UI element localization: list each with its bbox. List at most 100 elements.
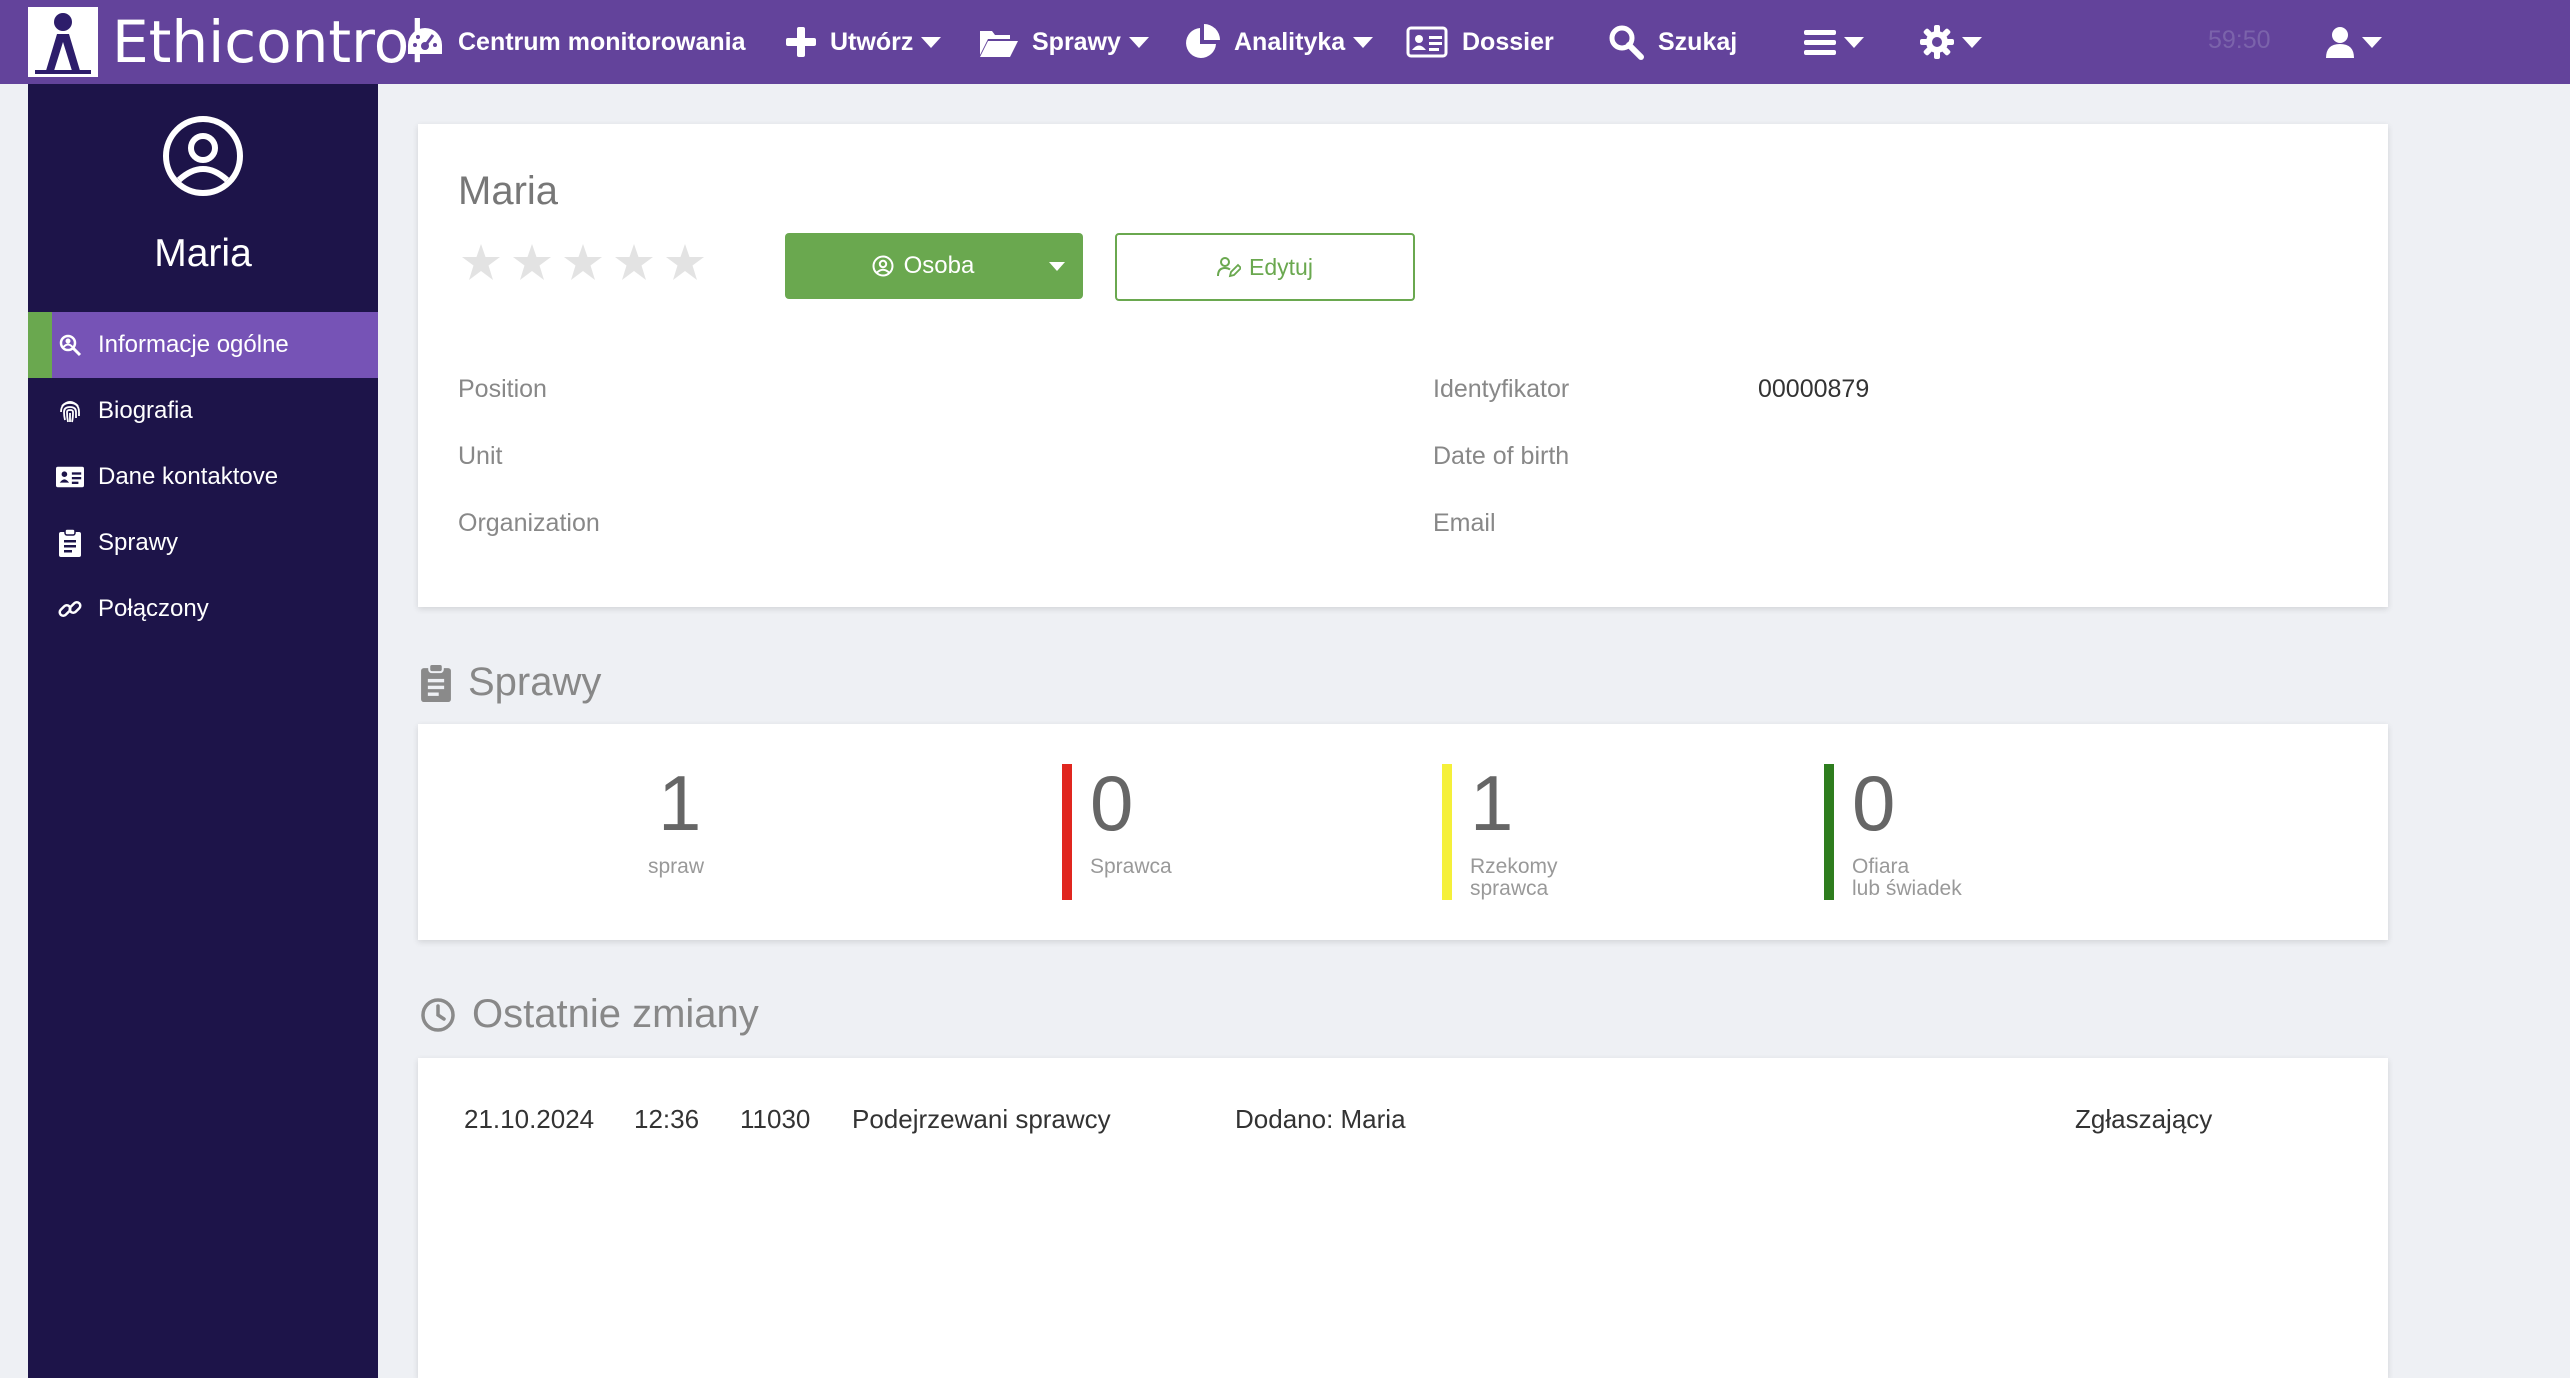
pie-chart-icon (1186, 24, 1220, 58)
organization-label: Organization (458, 509, 600, 537)
star-icon[interactable] (513, 244, 551, 280)
page-title: Maria (458, 169, 559, 213)
recent-changes-label: Ostatnie zmiany (472, 992, 759, 1036)
nav-dossier[interactable]: Dossier (1406, 0, 1554, 84)
nav-search-label: Szukaj (1658, 27, 1738, 56)
star-icon[interactable] (564, 244, 602, 280)
sidebar-item-linked[interactable]: Połączony (28, 576, 378, 642)
chevron-down-icon (921, 36, 942, 48)
identifier-label: Identyfikator (1433, 375, 1570, 403)
search-user-icon (56, 333, 84, 357)
identifier-value: 00000879 (1758, 375, 1870, 403)
unit-label: Unit (458, 442, 503, 470)
nav-create[interactable]: Utwórz (786, 0, 942, 84)
chevron-down-icon (1962, 36, 1982, 48)
cases-section-title: Sprawy (420, 660, 601, 705)
sidebar-item-general-info[interactable]: Informacje ogólne (28, 312, 378, 378)
star-icon[interactable] (462, 244, 500, 280)
nav-monitoring-label: Centrum monitorowania (458, 27, 746, 56)
star-rating[interactable] (462, 244, 704, 280)
dashboard-gauge-icon (408, 28, 442, 54)
plus-icon (786, 27, 816, 57)
chevron-down-icon (2362, 36, 2382, 48)
dob-label: Date of birth (1433, 442, 1570, 470)
nav-settings[interactable] (1920, 0, 1982, 84)
change-action: Dodano: Maria (1235, 1104, 1406, 1134)
nav-cases[interactable]: Sprawy (978, 0, 1149, 84)
chevron-down-icon (1353, 36, 1374, 48)
clock-icon (421, 997, 455, 1032)
star-icon[interactable] (666, 244, 704, 280)
sidebar-item-label: Połączony (98, 595, 209, 622)
ethicontrol-logo-icon (28, 7, 98, 77)
person-type-label: Osoba (903, 252, 975, 279)
sidebar-person-name: Maria (154, 232, 252, 275)
alleged-perpetrator-color-bar (1442, 764, 1452, 900)
brand-name: Ethicontrol (112, 8, 426, 76)
nav-search[interactable]: Szukaj (1608, 0, 1737, 84)
change-role: Zgłaszający (2075, 1104, 2213, 1134)
nav-analytics[interactable]: Analityka (1184, 0, 1374, 84)
top-navbar: Ethicontrol Centrum monitorowania Utwórz… (0, 0, 2570, 84)
fingerprint-icon (56, 398, 84, 424)
sidebar-item-biography[interactable]: Biografia (28, 378, 378, 444)
nav-cases-label: Sprawy (1032, 27, 1121, 56)
nav-menu[interactable] (1804, 0, 1864, 84)
person-type-button[interactable]: Osoba (785, 233, 1083, 299)
nav-create-label: Utwórz (830, 27, 914, 56)
sidebar-item-contact[interactable]: Dane kontaktove (28, 444, 378, 510)
chevron-down-icon (1844, 36, 1864, 48)
clipboard-icon (421, 663, 451, 702)
folder-open-icon (980, 31, 1018, 57)
gear-icon (1920, 25, 1954, 59)
edit-button-label: Edytuj (1249, 253, 1313, 280)
change-date: 21.10.2024 (464, 1104, 595, 1134)
id-card-icon (1406, 26, 1448, 58)
cases-section-label: Sprawy (468, 660, 602, 704)
cases-stats-card: 1 spraw 0 Sprawca 1 Rzekomy sprawca 0 Of… (418, 724, 2388, 940)
nav-user-menu[interactable] (2326, 0, 2382, 84)
sidebar-item-label: Dane kontaktove (98, 463, 279, 490)
alleged-perpetrator-label-line1: Rzekomy (1470, 855, 1558, 878)
cases-total-value: 1 (658, 759, 702, 847)
sidebar-item-cases[interactable]: Sprawy (28, 510, 378, 576)
perpetrator-count-label: Sprawca (1090, 855, 1172, 878)
perpetrator-count-value: 0 (1090, 759, 1134, 847)
sidebar: Maria Informacje ogólne Biografia Dane k… (28, 84, 378, 1378)
chevron-down-icon (1049, 261, 1065, 271)
victim-witness-label-line2: lub świadek (1852, 877, 1962, 900)
change-id: 11030 (740, 1104, 811, 1134)
person-type-dropdown-toggle[interactable] (1031, 261, 1083, 271)
user-edit-icon (1217, 257, 1242, 278)
alleged-perpetrator-label-line2: sprawca (1470, 877, 1549, 900)
nav-analytics-label: Analityka (1234, 27, 1346, 56)
email-label: Email (1433, 509, 1496, 537)
user-circle-icon (872, 255, 894, 277)
user-circle-icon (161, 114, 245, 203)
perpetrator-color-bar (1062, 764, 1072, 900)
brand[interactable]: Ethicontrol (28, 4, 425, 80)
sidebar-item-label: Informacje ogólne (98, 331, 289, 358)
victim-witness-count-value: 0 (1852, 759, 1896, 847)
nav-dossier-label: Dossier (1462, 27, 1554, 56)
cases-total-label: spraw (648, 855, 705, 878)
victim-witness-label-line1: Ofiara (1852, 855, 1910, 878)
hamburger-menu-icon (1804, 30, 1836, 55)
id-card-icon (56, 466, 84, 488)
recent-changes-section-title: Ostatnie zmiany (420, 992, 759, 1037)
alleged-perpetrator-count-value: 1 (1470, 759, 1514, 847)
star-icon[interactable] (615, 244, 653, 280)
victim-witness-color-bar (1824, 764, 1834, 900)
nav-monitoring[interactable]: Centrum monitorowania (406, 0, 746, 84)
link-icon (56, 597, 84, 621)
search-icon (1609, 25, 1644, 60)
clipboard-icon (56, 529, 84, 557)
user-icon (2326, 27, 2354, 58)
recent-changes-card (418, 1058, 2388, 1378)
change-field: Podejrzewani sprawcy (852, 1104, 1111, 1134)
sidebar-item-label: Biografia (98, 397, 193, 424)
position-label: Position (458, 375, 547, 403)
person-type-main[interactable]: Osoba (815, 252, 1031, 280)
change-time: 12:36 (634, 1104, 700, 1134)
edit-button[interactable]: Edytuj (1115, 233, 1415, 301)
